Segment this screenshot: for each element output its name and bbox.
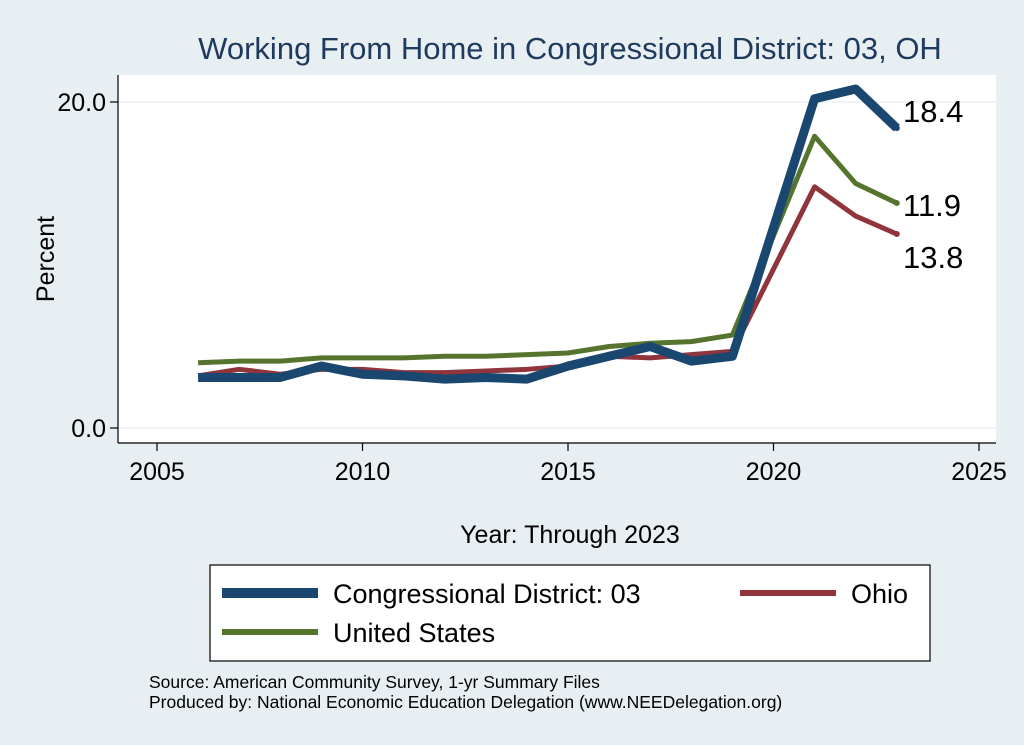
plot-area (118, 75, 996, 443)
legend-box (209, 564, 931, 662)
x-tick-label: 2020 (746, 458, 802, 486)
x-tick-label: 2025 (951, 458, 1007, 486)
end-value-label: 18.4 (903, 94, 963, 129)
legend-label: United States (333, 618, 495, 648)
y-axis-label: Percent (32, 216, 60, 302)
x-tick-label: 2010 (335, 458, 391, 486)
series-endpoint-3 (893, 200, 900, 207)
y-tick-label: 0.0 (71, 415, 106, 443)
axes: 0.0 20.0 2005 2010 2015 2020 2025 (57, 75, 1007, 486)
grid-lines (118, 101, 996, 429)
x-tick-label: 2015 (540, 458, 596, 486)
series-lines (197, 84, 900, 384)
end-labels: 18.4 11.9 13.8 (903, 94, 963, 275)
series-line-1 (198, 84, 900, 384)
series-endpoint-1 (893, 125, 900, 132)
end-value-label: 11.9 (903, 188, 961, 223)
legend-label: Ohio (851, 579, 908, 609)
producer-note: Produced by: National Economic Education… (149, 692, 783, 712)
chart-title: Working From Home in Congressional Distr… (198, 31, 942, 66)
y-tick-label: 20.0 (57, 89, 106, 117)
legend-label: Congressional District: 03 (333, 579, 641, 609)
x-axis-label: Year: Through 2023 (460, 521, 680, 549)
series-endpoint-2 (893, 231, 900, 238)
x-tick-label: 2005 (129, 458, 185, 486)
end-value-label: 13.8 (903, 240, 963, 275)
source-note: Source: American Community Survey, 1-yr … (149, 672, 600, 692)
legend: Congressional District: 03 Ohio United Sta… (209, 564, 931, 662)
